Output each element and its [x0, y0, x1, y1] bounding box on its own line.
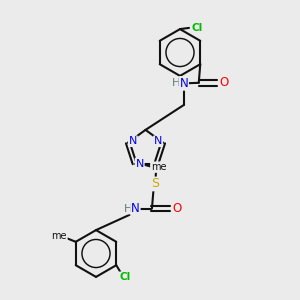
Text: Cl: Cl: [191, 22, 203, 33]
Text: O: O: [172, 202, 181, 215]
Text: me: me: [52, 231, 67, 242]
Text: N: N: [129, 136, 137, 146]
Text: O: O: [219, 76, 229, 89]
Text: N: N: [179, 77, 188, 90]
Text: N: N: [131, 202, 140, 215]
Text: H: H: [172, 78, 181, 88]
Text: Cl: Cl: [120, 272, 131, 282]
Text: H: H: [124, 203, 132, 214]
Text: N: N: [136, 158, 144, 169]
Text: S: S: [151, 177, 159, 190]
Text: N: N: [154, 136, 162, 146]
Text: me: me: [151, 162, 166, 172]
